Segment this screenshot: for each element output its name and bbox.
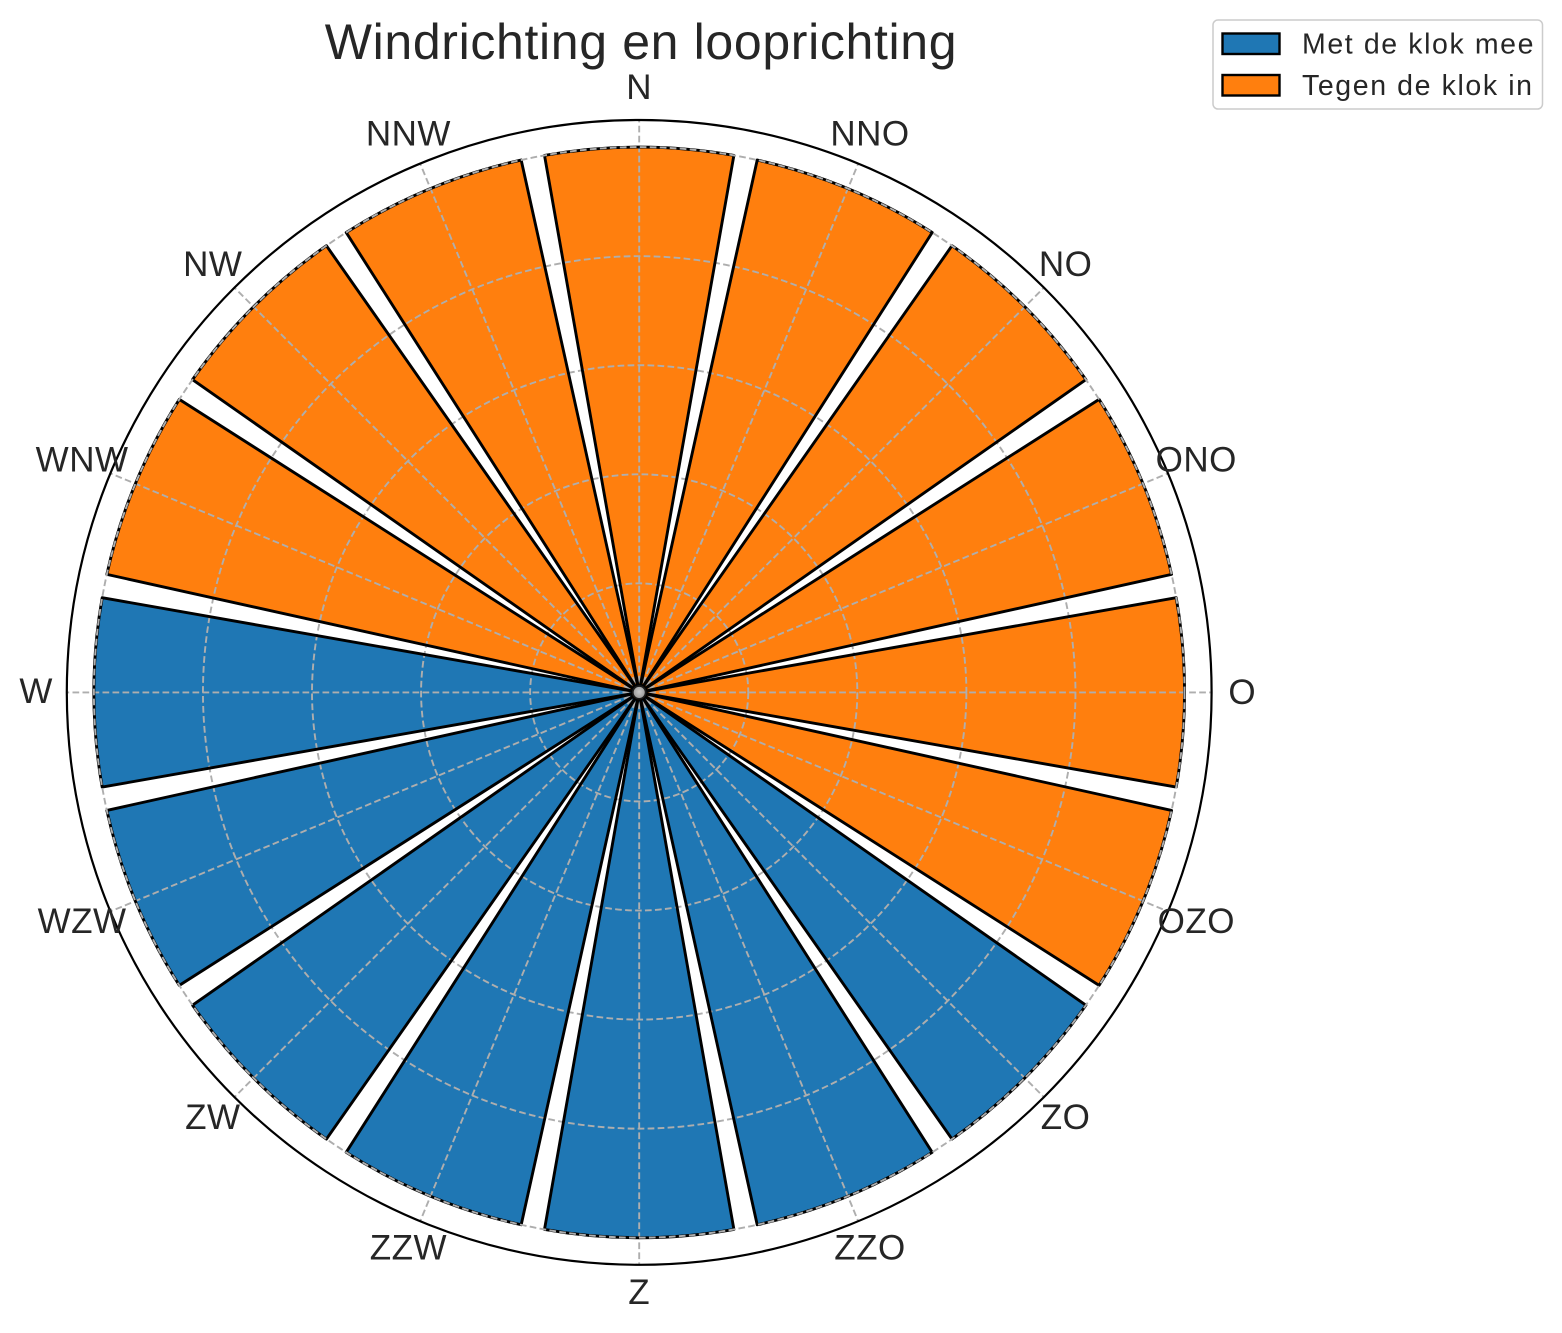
svg-text:O: O bbox=[1228, 673, 1256, 712]
svg-text:ZO: ZO bbox=[1041, 1098, 1091, 1137]
svg-text:Tegen de klok in: Tegen de klok in bbox=[1302, 70, 1534, 102]
svg-text:WZW: WZW bbox=[38, 902, 127, 941]
svg-text:ZZO: ZZO bbox=[834, 1229, 905, 1268]
svg-text:ONO: ONO bbox=[1156, 441, 1237, 480]
svg-text:Windrichting en looprichting: Windrichting en looprichting bbox=[325, 14, 957, 70]
svg-text:NNO: NNO bbox=[830, 114, 909, 153]
svg-text:NW: NW bbox=[183, 245, 242, 284]
svg-text:W: W bbox=[19, 672, 53, 711]
svg-text:NNW: NNW bbox=[366, 114, 451, 153]
svg-text:Met de klok mee: Met de klok mee bbox=[1302, 29, 1535, 61]
svg-text:Z: Z bbox=[628, 1273, 650, 1312]
svg-text:NO: NO bbox=[1039, 245, 1093, 284]
svg-text:N: N bbox=[626, 68, 652, 107]
svg-text:WNW: WNW bbox=[36, 441, 129, 480]
svg-text:ZZW: ZZW bbox=[370, 1229, 447, 1268]
svg-text:OZO: OZO bbox=[1158, 902, 1235, 941]
svg-text:ZW: ZW bbox=[185, 1098, 240, 1137]
